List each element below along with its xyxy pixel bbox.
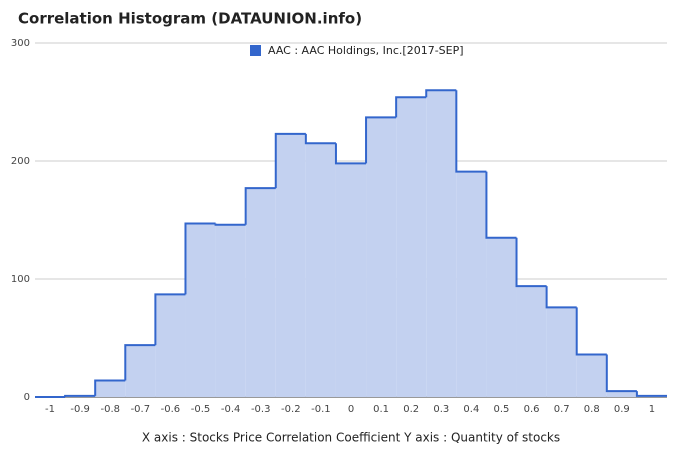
bar-outline — [635, 391, 667, 397]
bar-outline — [304, 133, 336, 145]
x-tick-label: 0.4 — [463, 404, 479, 415]
bar-outline — [365, 116, 397, 164]
bar — [155, 294, 186, 397]
bar — [335, 163, 367, 397]
x-tick-label: 0.6 — [524, 404, 540, 415]
bar — [125, 345, 156, 397]
x-tick-label: -0.6 — [161, 404, 181, 415]
chart-title: Correlation Histogram (DATAUNION.info) — [18, 10, 362, 28]
bar-outline — [515, 237, 547, 288]
bar — [95, 380, 126, 397]
bar — [245, 188, 276, 397]
x-tick-label: 0.5 — [494, 404, 510, 415]
axis-label: X axis : Stocks Price Correlation Coeffi… — [142, 431, 560, 445]
x-tick-label: 0.2 — [403, 404, 419, 415]
x-tick-label: -0.7 — [131, 404, 151, 415]
bar — [275, 133, 306, 398]
x-tick-label: -0.2 — [281, 404, 301, 415]
x-tick-label: -0.3 — [251, 404, 271, 415]
y-tick-label: 200 — [11, 156, 30, 167]
x-tick-label: -1 — [45, 404, 55, 415]
bar — [576, 354, 607, 397]
x-tick-label: 0.8 — [584, 404, 600, 415]
bar — [185, 223, 216, 397]
y-tick-label: 0 — [24, 392, 30, 403]
bar-outline — [94, 379, 126, 396]
bar-outline — [184, 222, 216, 295]
x-tick-label: 0.7 — [554, 404, 570, 415]
bar-outline — [244, 187, 276, 225]
x-tick-label: -0.1 — [311, 404, 331, 415]
bar-outline — [605, 354, 637, 393]
bar-outline — [455, 90, 487, 173]
x-tick-label: -0.5 — [191, 404, 211, 415]
bar-outline — [425, 89, 457, 98]
y-tick-label: 100 — [11, 274, 30, 285]
x-tick-label: 0.3 — [433, 404, 449, 415]
bar — [606, 391, 637, 397]
bar — [215, 224, 246, 397]
x-tick-label: 1 — [649, 404, 655, 415]
bar-outline — [575, 307, 607, 356]
bar — [456, 171, 487, 397]
bar-outline — [154, 293, 186, 346]
bar — [366, 117, 397, 397]
bar-outline — [395, 96, 427, 118]
bar-outline — [124, 344, 156, 381]
bar-outline — [214, 223, 246, 226]
y-tick-label: 300 — [11, 38, 30, 49]
x-tick-label: -0.4 — [221, 404, 241, 415]
bar-outline — [545, 286, 577, 309]
bar-outline — [485, 171, 517, 239]
bar-outline — [334, 143, 367, 165]
x-tick-label: 0.9 — [614, 404, 630, 415]
x-tick-label: -0.9 — [70, 404, 90, 415]
bar — [426, 90, 457, 397]
legend-swatch — [250, 45, 261, 56]
legend-label: AAC : AAC Holdings, Inc.[2017-SEP] — [268, 44, 464, 57]
bar — [486, 237, 517, 397]
x-tick-label: 0 — [348, 404, 354, 415]
bar-outline — [64, 394, 96, 397]
bar — [546, 307, 577, 397]
x-tick-label: -0.8 — [100, 404, 120, 415]
x-tick-label: 0.1 — [373, 404, 389, 415]
bar — [305, 143, 336, 397]
bar — [516, 286, 547, 397]
bar — [396, 97, 427, 397]
bar-outline — [274, 132, 306, 189]
